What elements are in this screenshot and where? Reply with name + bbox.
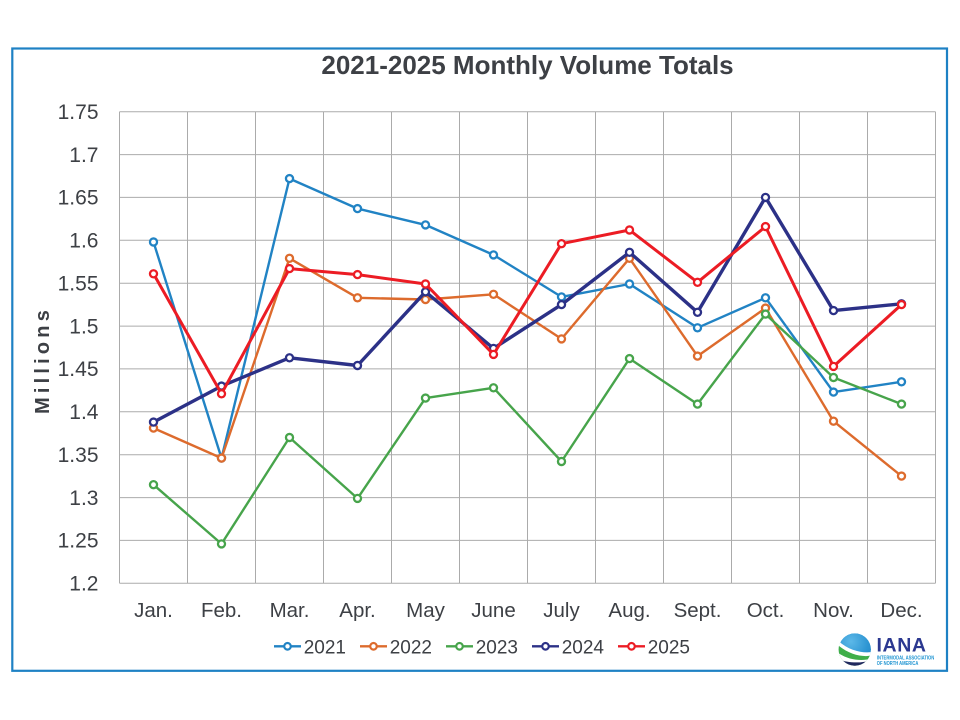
svg-text:1.25: 1.25 (58, 530, 99, 553)
svg-text:1.3: 1.3 (69, 487, 98, 510)
svg-text:2023: 2023 (476, 638, 518, 659)
svg-text:INTERMODAL ASSOCIATION: INTERMODAL ASSOCIATION (877, 655, 935, 661)
svg-text:Feb.: Feb. (201, 599, 242, 622)
svg-text:1.75: 1.75 (58, 101, 99, 124)
svg-text:Jan.: Jan. (134, 599, 173, 622)
svg-text:Nov.: Nov. (813, 599, 854, 622)
svg-text:1.55: 1.55 (58, 272, 99, 295)
svg-text:July: July (543, 599, 580, 622)
svg-text:May: May (406, 599, 445, 622)
svg-text:IANA: IANA (877, 635, 927, 657)
svg-text:2025: 2025 (648, 638, 690, 659)
svg-text:Aug.: Aug. (608, 599, 650, 622)
svg-text:2021-2025 Monthly Volume Total: 2021-2025 Monthly Volume Totals (321, 50, 733, 80)
svg-text:2024: 2024 (562, 638, 605, 659)
svg-text:Mar.: Mar. (270, 599, 310, 622)
svg-text:Oct.: Oct. (747, 599, 785, 622)
svg-text:Sept.: Sept. (674, 599, 722, 622)
svg-text:OF NORTH AMERICA: OF NORTH AMERICA (877, 661, 919, 667)
svg-text:1.7: 1.7 (69, 144, 98, 167)
svg-text:1.2: 1.2 (69, 573, 98, 596)
svg-text:2022: 2022 (390, 638, 432, 659)
svg-text:June: June (471, 599, 515, 622)
svg-text:Millions: Millions (32, 306, 54, 414)
svg-text:1.6: 1.6 (69, 230, 98, 253)
svg-text:1.4: 1.4 (69, 401, 99, 424)
svg-text:1.45: 1.45 (58, 358, 99, 381)
svg-text:1.35: 1.35 (58, 444, 99, 467)
svg-text:1.65: 1.65 (58, 187, 99, 210)
svg-text:2021: 2021 (304, 638, 346, 659)
svg-text:1.5: 1.5 (69, 315, 98, 338)
svg-text:Dec.: Dec. (880, 599, 922, 622)
svg-text:Apr.: Apr. (339, 599, 375, 622)
